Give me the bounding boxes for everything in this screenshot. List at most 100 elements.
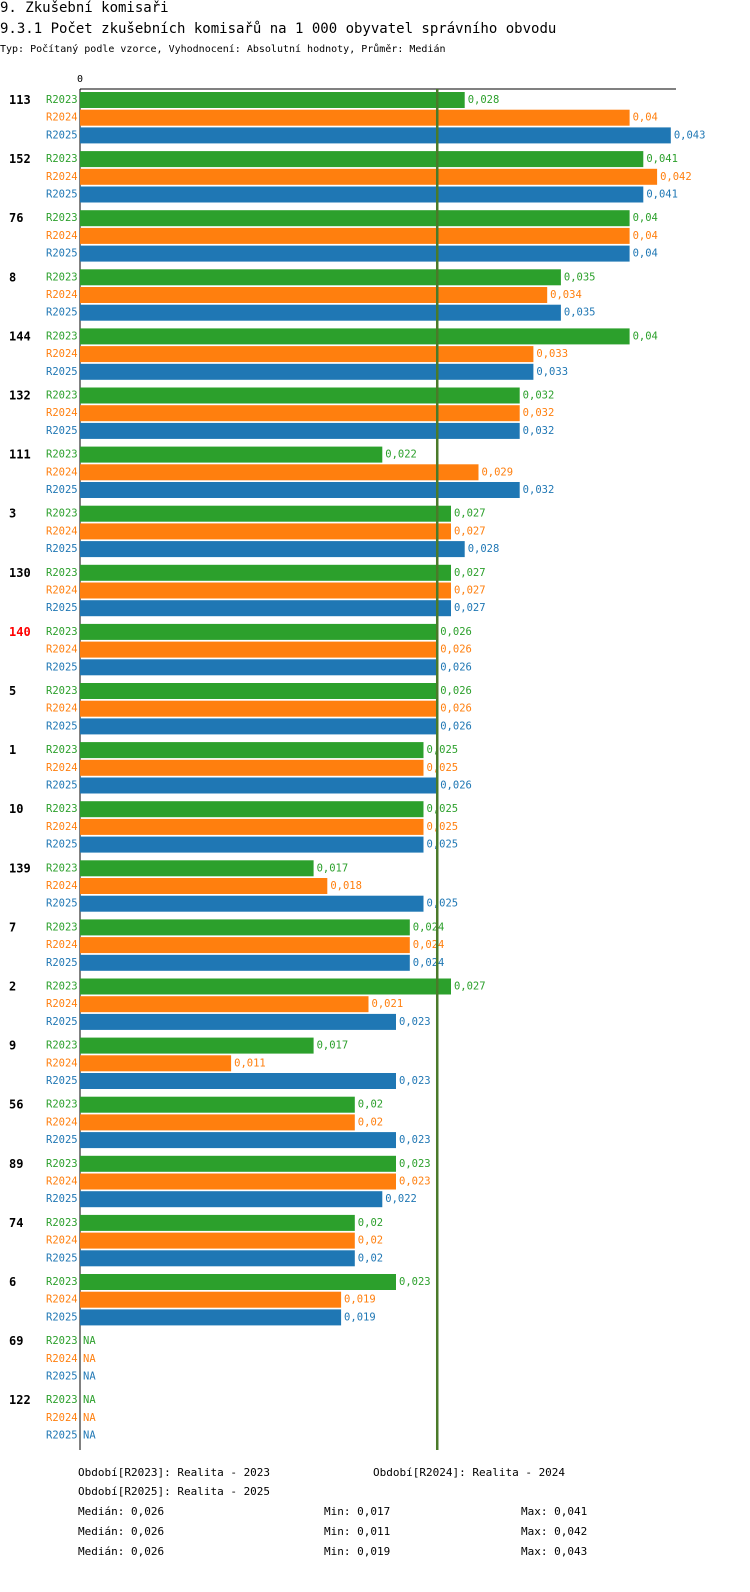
bar-value-label: 0,027 — [454, 602, 486, 614]
bar — [80, 405, 520, 422]
bar-value-label: 0,035 — [564, 271, 596, 283]
series-label: R2023 — [46, 508, 78, 520]
series-label: R2025 — [46, 484, 78, 496]
bar-value-label: 0,023 — [399, 1158, 431, 1170]
bar-value-label: 0,027 — [454, 567, 486, 579]
bar — [80, 582, 451, 599]
series-label: R2025 — [46, 129, 78, 141]
bar — [80, 269, 561, 286]
bar — [80, 818, 424, 835]
stat-min-r2025: Min: 0,019 — [324, 1545, 391, 1558]
bar-value-label: 0,028 — [468, 94, 500, 106]
category-label: 10 — [9, 802, 23, 816]
series-label: R2024 — [46, 348, 78, 360]
bar-value-label: 0,027 — [454, 585, 486, 597]
series-label: R2024 — [46, 939, 78, 951]
series-label: R2025 — [46, 1134, 78, 1146]
series-label: R2024 — [46, 289, 78, 301]
bar-value-label: 0,025 — [427, 821, 459, 833]
series-label: R2023 — [46, 685, 78, 697]
bar — [80, 245, 630, 262]
series-label: R2024 — [46, 525, 78, 537]
bar-value-label: 0,019 — [344, 1294, 376, 1306]
bar-value-label: 0,026 — [440, 780, 472, 792]
series-label: R2023 — [46, 1099, 78, 1111]
series-label: R2025 — [46, 543, 78, 555]
bar-value-label: 0,023 — [399, 1134, 431, 1146]
series-label: R2023 — [46, 744, 78, 756]
series-label: R2025 — [46, 720, 78, 732]
bar — [80, 683, 438, 699]
stat-max-r2024: Max: 0,042 — [521, 1525, 588, 1538]
bar — [80, 523, 451, 540]
bar-value-label: 0,023 — [399, 1176, 431, 1188]
bar-value-label: 0,032 — [523, 390, 555, 402]
stat-median-r2024: Medián: 0,026 — [78, 1525, 165, 1538]
bar — [80, 127, 671, 144]
bar — [80, 210, 630, 227]
bar — [80, 1132, 396, 1149]
bar — [80, 759, 424, 776]
bar — [80, 801, 424, 818]
bar-value-label: 0,04 — [633, 212, 658, 224]
bar-value-label: 0,041 — [646, 189, 678, 201]
bar — [80, 1274, 396, 1290]
bar — [80, 954, 410, 971]
bar-value-label: 0,032 — [523, 425, 555, 437]
series-label: R2024 — [46, 703, 78, 715]
series-label: R2025 — [46, 661, 78, 673]
bar-value-label: 0,023 — [399, 1016, 431, 1028]
bar-value-label: 0,04 — [633, 230, 658, 242]
bar — [80, 700, 438, 717]
series-label: R2023 — [46, 1276, 78, 1288]
bar-value-label: 0,026 — [440, 661, 472, 673]
bar — [80, 1291, 342, 1308]
bar — [80, 895, 424, 912]
series-label: R2025 — [46, 602, 78, 614]
series-label: R2024 — [46, 1353, 78, 1365]
series-label: R2025 — [46, 957, 78, 969]
series-label: R2023 — [46, 981, 78, 993]
series-label: R2024 — [46, 1176, 78, 1188]
section-title: 9. Zkušební komisaři — [0, 0, 169, 16]
series-label: R2025 — [46, 839, 78, 851]
bar — [80, 878, 328, 894]
series-label: R2024 — [46, 230, 78, 242]
bar-value-label: 0,022 — [385, 1193, 417, 1205]
bar-value-label: 0,025 — [427, 744, 459, 756]
bar-value-label: 0,019 — [344, 1311, 376, 1323]
bar-value-label: 0,027 — [454, 981, 486, 993]
bar — [80, 1250, 355, 1267]
stat-max-r2025: Max: 0,043 — [521, 1545, 588, 1558]
category-label: 111 — [9, 448, 31, 462]
series-label: R2024 — [46, 821, 78, 833]
category-label: 122 — [9, 1393, 31, 1407]
category-label: 5 — [9, 684, 16, 698]
bar-value-label: 0,041 — [646, 153, 678, 165]
category-label: 74 — [9, 1216, 23, 1230]
bar-value-label: 0,028 — [468, 543, 500, 555]
series-label: R2023 — [46, 803, 78, 815]
series-label: R2023 — [46, 1040, 78, 1052]
bar-value-label: 0,025 — [427, 898, 459, 910]
series-label: R2023 — [46, 862, 78, 874]
category-label: 56 — [9, 1098, 23, 1112]
series-label: R2024 — [46, 880, 78, 892]
category-label: 6 — [9, 1275, 16, 1289]
series-label: R2025 — [46, 1371, 78, 1383]
bar — [80, 1232, 355, 1249]
bar — [80, 1309, 342, 1326]
bar-value-label: 0,027 — [454, 525, 486, 537]
chart-subtitle: Typ: Počítaný podle vzorce, Vyhodnocení:… — [0, 44, 446, 55]
bar-value-label: 0,033 — [536, 348, 568, 360]
series-label: R2025 — [46, 1075, 78, 1087]
legend-entry-r2025: Období[R2025]: Realita - 2025 — [78, 1485, 271, 1498]
series-label: R2023 — [46, 271, 78, 283]
bar — [80, 641, 438, 658]
bar-value-label: 0,02 — [358, 1099, 383, 1111]
series-label: R2024 — [46, 1235, 78, 1247]
series-label: R2025 — [46, 1430, 78, 1442]
series-label: R2023 — [46, 1158, 78, 1170]
bar — [80, 718, 438, 735]
bar-value-label: 0,022 — [385, 449, 417, 461]
